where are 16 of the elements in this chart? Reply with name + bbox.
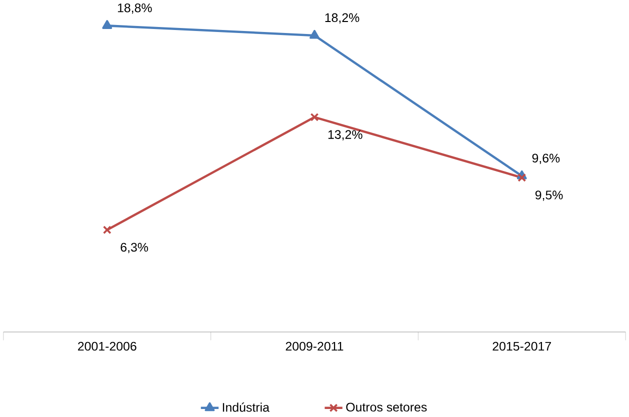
point (102, 225, 112, 234)
point (102, 20, 112, 29)
point (310, 30, 320, 39)
data-label: 6,3% (120, 242, 148, 253)
point (310, 112, 319, 122)
data-label: 18,8% (118, 3, 152, 14)
data-label: 13,2% (328, 130, 362, 140)
legend-label: Outros setores (346, 402, 427, 412)
x-tick-label: 2009-2011 (286, 342, 344, 350)
point (518, 173, 526, 182)
data-label: 9,6% (532, 154, 560, 164)
data-label: 9,5% (535, 190, 563, 201)
x-tick-label: 2001-2006 (78, 342, 136, 350)
legend-label: Indústria (222, 402, 270, 412)
x-tick-label: 2015-2017 (492, 342, 551, 350)
data-label: 18,2% (325, 13, 360, 24)
